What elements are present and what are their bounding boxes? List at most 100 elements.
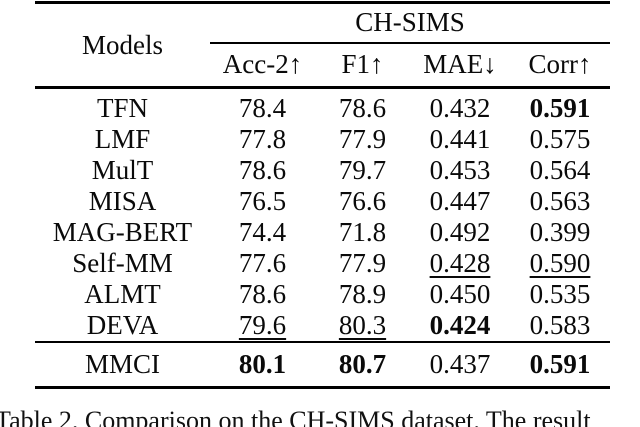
table-row: MISA 76.5 76.6 0.447 0.563 xyxy=(35,186,610,217)
table-row: MMCI 80.1 80.7 0.437 0.591 xyxy=(35,341,611,388)
model-name-cell: DEVA xyxy=(86,310,159,340)
metric-value-cell: 0.428 xyxy=(410,248,510,279)
models-column-header: Models xyxy=(35,2,210,89)
metric-value: 76.6 xyxy=(338,186,387,216)
metric-value-cell: 0.399 xyxy=(510,217,610,248)
metric-value: 80.3 xyxy=(338,310,387,340)
metric-value-cell: 0.563 xyxy=(510,186,610,217)
metric-value: 78.6 xyxy=(338,93,387,123)
metric-value-cell: 0.450 xyxy=(410,279,510,310)
metric-value-cell: 0.424 xyxy=(410,310,510,342)
model-name-cell: MulT xyxy=(91,155,154,185)
table-row: LMF 77.8 77.9 0.441 0.575 xyxy=(35,124,610,155)
table-row: Self-MM 77.6 77.9 0.428 0.590 xyxy=(35,248,610,279)
metric-value-cell: 76.5 xyxy=(210,186,315,217)
metric-value: 78.4 xyxy=(238,93,287,123)
metric-value: 74.4 xyxy=(238,217,287,247)
model-name-cell: MMCI xyxy=(35,341,210,388)
metric-value: 79.6 xyxy=(238,310,287,340)
metric-value: 79.7 xyxy=(338,155,387,185)
metric-value: 0.432 xyxy=(429,93,491,123)
metric-value: 78.9 xyxy=(338,279,387,309)
metric-value-cell: 0.437 xyxy=(410,341,510,388)
table-caption: Table 2. Comparison on the CH-SIMS datas… xyxy=(0,406,591,427)
column-header-corr: Corr↑ xyxy=(510,42,611,89)
metric-value: 78.6 xyxy=(238,155,287,185)
metric-value-cell: 80.7 xyxy=(315,341,410,388)
model-name-cell: Self-MM xyxy=(72,248,173,278)
column-header-mae: MAE↓ xyxy=(410,42,510,89)
metric-value: 0.437 xyxy=(429,349,491,379)
metric-value: 0.535 xyxy=(529,279,591,309)
metric-value-cell: 78.6 xyxy=(210,155,315,186)
metric-value: 80.7 xyxy=(338,349,387,379)
table-row: MAG-BERT 74.4 71.8 0.492 0.399 xyxy=(35,217,610,248)
metric-value-cell: 80.3 xyxy=(315,310,410,342)
metric-value: 71.8 xyxy=(338,217,387,247)
metric-value: 76.5 xyxy=(238,186,287,216)
table-body: TFN 78.4 78.6 0.432 0.591 LMF 77.8 77.9 0.441 0.5… xyxy=(35,88,611,388)
metric-value-cell: 0.583 xyxy=(510,310,610,342)
metric-value-cell: 77.6 xyxy=(210,248,315,279)
metric-value: 0.583 xyxy=(529,310,591,340)
metric-value-cell: 0.575 xyxy=(510,124,610,155)
metric-value-cell: 0.492 xyxy=(410,217,510,248)
metric-value-cell: 0.564 xyxy=(510,155,610,186)
metric-value-cell: 0.432 xyxy=(410,88,510,125)
metric-value-cell: 0.590 xyxy=(510,248,610,279)
metric-value-cell: 77.8 xyxy=(210,124,315,155)
metric-value-cell: 0.591 xyxy=(510,88,610,125)
model-name-cell: LMF xyxy=(94,124,151,154)
metric-value-cell: 79.7 xyxy=(315,155,410,186)
model-name-cell: ALMT xyxy=(84,279,161,309)
model-name-cell: TFN xyxy=(96,93,148,123)
metric-header-row: Acc-2↑ F1↑ MAE↓ Corr↑ xyxy=(35,42,611,89)
metric-value-cell: 0.441 xyxy=(410,124,510,155)
model-name-cell: MAG-BERT xyxy=(52,217,193,247)
metric-value: 0.563 xyxy=(529,186,591,216)
model-name-cell: MISA xyxy=(88,186,157,216)
metric-value: 0.424 xyxy=(429,310,491,340)
metric-value: 0.564 xyxy=(529,155,591,185)
metric-value-cell: 78.4 xyxy=(210,88,315,125)
metric-value-cell: 80.1 xyxy=(210,341,315,388)
table-row: ALMT 78.6 78.9 0.450 0.535 xyxy=(35,279,610,310)
metric-value: 0.591 xyxy=(529,349,591,379)
metric-value-cell: 0.591 xyxy=(510,341,611,388)
metric-value-cell: 74.4 xyxy=(210,217,315,248)
metric-value: 77.9 xyxy=(338,124,387,154)
metric-value: 0.492 xyxy=(429,217,491,247)
metric-value-cell: 77.9 xyxy=(315,248,410,279)
metric-value: 0.428 xyxy=(429,248,491,278)
table-row: DEVA 79.6 80.3 0.424 0.583 xyxy=(35,310,610,342)
results-table: Models CH-SIMS Acc-2↑ F1↑ MAE↓ Corr↑ TFN… xyxy=(35,1,611,389)
metric-value: 0.441 xyxy=(429,124,491,154)
metric-value-cell: 77.9 xyxy=(315,124,410,155)
table-row: MulT 78.6 79.7 0.453 0.564 xyxy=(35,155,610,186)
metric-value: 0.450 xyxy=(429,279,491,309)
metric-value: 77.6 xyxy=(238,248,287,278)
metric-value-cell: 78.6 xyxy=(210,279,315,310)
metric-value: 0.591 xyxy=(529,93,591,123)
metric-value: 77.9 xyxy=(338,248,387,278)
dataset-group-header: CH-SIMS xyxy=(210,2,611,44)
metric-value-cell: 76.6 xyxy=(315,186,410,217)
column-header-acc2: Acc-2↑ xyxy=(210,42,315,89)
metric-value-cell: 78.6 xyxy=(315,88,410,125)
metric-value: 78.6 xyxy=(238,279,287,309)
metric-value: 0.453 xyxy=(429,155,491,185)
metric-value-cell: 0.447 xyxy=(410,186,510,217)
metric-value: 0.447 xyxy=(429,186,491,216)
table-row: TFN 78.4 78.6 0.432 0.591 xyxy=(35,88,610,125)
metric-value: 0.575 xyxy=(529,124,591,154)
metric-value: 80.1 xyxy=(238,349,287,379)
metric-value: 77.8 xyxy=(238,124,287,154)
metric-value: 0.590 xyxy=(529,248,591,278)
column-header-f1: F1↑ xyxy=(315,42,410,89)
metric-value-cell: 0.453 xyxy=(410,155,510,186)
metric-value: 0.399 xyxy=(529,217,591,247)
group-header-row: Models CH-SIMS xyxy=(35,2,611,89)
metric-value-cell: 71.8 xyxy=(315,217,410,248)
metric-value-cell: 0.535 xyxy=(510,279,610,310)
